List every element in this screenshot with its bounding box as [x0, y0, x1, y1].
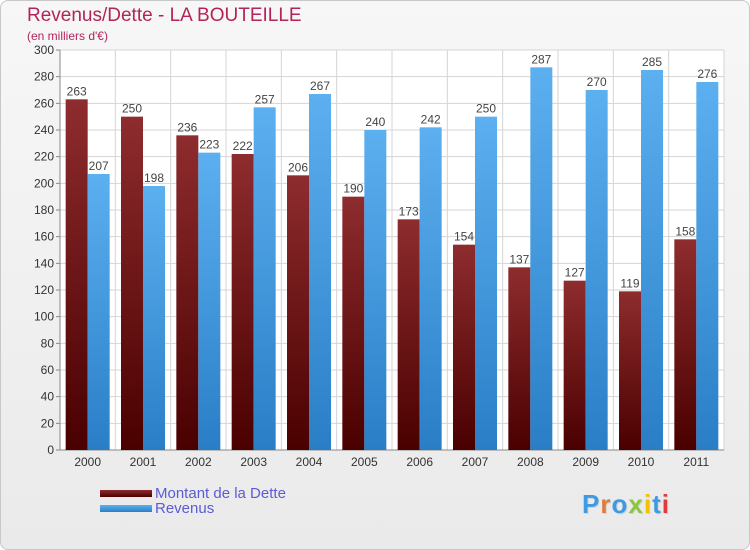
bar-dette	[65, 99, 88, 450]
bar-dette	[674, 239, 697, 450]
data-label-revenus: 198	[144, 171, 164, 185]
bar-dette	[508, 267, 531, 450]
data-label-dette: 119	[620, 276, 639, 290]
data-label-revenus: 250	[476, 102, 496, 116]
data-label-dette: 206	[288, 160, 308, 174]
logo-letter: P	[582, 489, 601, 519]
x-tick-label: 2009	[572, 455, 599, 469]
data-label-dette: 236	[177, 120, 197, 134]
data-label-dette: 263	[67, 84, 87, 98]
legend-label-revenus: Revenus	[155, 500, 215, 517]
legend-item-debt: Montant de la Dette	[100, 485, 286, 502]
y-tick-label: 160	[34, 230, 54, 244]
data-label-dette: 127	[565, 266, 585, 280]
x-tick-label: 2003	[240, 455, 267, 469]
x-tick-label: 2006	[406, 455, 433, 469]
logo-letter: o	[611, 489, 629, 519]
y-tick-label: 80	[41, 336, 55, 350]
data-label-dette: 173	[399, 204, 419, 218]
data-label-dette: 250	[122, 102, 142, 116]
y-tick-label: 180	[34, 203, 54, 217]
data-label-revenus: 287	[531, 52, 551, 66]
legend-item-revenus: Revenus	[100, 500, 286, 517]
y-tick-label: 40	[41, 390, 55, 404]
x-tick-label: 2001	[130, 455, 157, 469]
proxiti-logo: Proxiti	[582, 489, 670, 520]
bar-dette	[176, 135, 199, 451]
legend: Montant de la Dette Revenus	[100, 485, 286, 517]
y-tick-label: 200	[34, 176, 54, 190]
bar-revenus	[696, 82, 719, 450]
bar-revenus	[87, 174, 110, 450]
legend-swatch-revenus	[100, 505, 152, 512]
x-tick-label: 2007	[462, 455, 489, 469]
x-tick-label: 2010	[628, 455, 655, 469]
bar-dette	[231, 154, 254, 450]
x-tick-label: 2002	[185, 455, 212, 469]
data-label-revenus: 267	[310, 79, 330, 93]
bar-revenus	[309, 94, 331, 450]
bar-revenus	[143, 186, 165, 450]
y-tick-label: 300	[34, 43, 54, 57]
x-tick-label: 2011	[683, 455, 709, 469]
y-tick-label: 100	[34, 310, 54, 324]
data-label-revenus: 242	[421, 112, 441, 126]
data-label-dette: 154	[454, 230, 474, 244]
y-tick-label: 20	[41, 416, 55, 430]
data-label-revenus: 276	[697, 67, 717, 81]
data-label-revenus: 257	[255, 92, 275, 106]
y-tick-label: 280	[34, 70, 54, 84]
data-label-dette: 137	[509, 252, 529, 266]
bar-dette	[121, 116, 143, 451]
y-tick-label: 260	[34, 96, 54, 110]
data-label-revenus: 270	[587, 75, 607, 89]
data-label-dette: 190	[343, 182, 363, 196]
y-tick-label: 240	[34, 123, 54, 137]
bar-revenus	[530, 67, 553, 450]
legend-label-debt: Montant de la Dette	[155, 485, 286, 502]
data-label-revenus: 223	[199, 138, 219, 152]
bar-dette	[619, 291, 641, 450]
y-tick-label: 120	[34, 283, 54, 297]
x-tick-label: 2004	[296, 455, 323, 469]
x-tick-label: 2005	[351, 455, 378, 469]
data-label-revenus: 240	[365, 115, 385, 129]
y-tick-label: 60	[41, 363, 55, 377]
chart-title: Revenus/Dette - LA BOUTEILLE	[27, 5, 302, 26]
chart-subtitle: (en milliers d'€)	[27, 29, 108, 43]
logo-letter: i	[661, 489, 670, 519]
data-label-dette: 222	[233, 139, 253, 153]
bar-revenus	[364, 130, 387, 450]
data-label-dette: 158	[675, 224, 695, 238]
y-tick-label: 0	[47, 443, 54, 457]
bar-dette	[287, 175, 309, 451]
logo-letter: t	[652, 489, 662, 519]
bar-revenus	[198, 152, 221, 450]
logo-letter: i	[643, 489, 653, 519]
logo-letter: r	[600, 489, 612, 519]
bar-dette	[397, 219, 420, 450]
bar-dette	[342, 196, 365, 450]
bar-dette	[563, 280, 586, 450]
bar-revenus	[419, 127, 442, 450]
bar-revenus	[253, 107, 276, 450]
y-tick-label: 220	[34, 150, 54, 164]
x-tick-label: 2008	[517, 455, 544, 469]
data-label-revenus: 207	[89, 159, 109, 173]
bar-dette	[453, 244, 475, 450]
legend-swatch-debt	[100, 490, 152, 497]
y-tick-label: 140	[34, 256, 54, 270]
x-tick-label: 2000	[74, 455, 101, 469]
bar-revenus	[585, 90, 608, 450]
data-label-revenus: 285	[642, 55, 662, 69]
bar-revenus	[475, 116, 497, 451]
logo-letter: x	[628, 489, 644, 519]
bar-revenus	[641, 70, 663, 450]
